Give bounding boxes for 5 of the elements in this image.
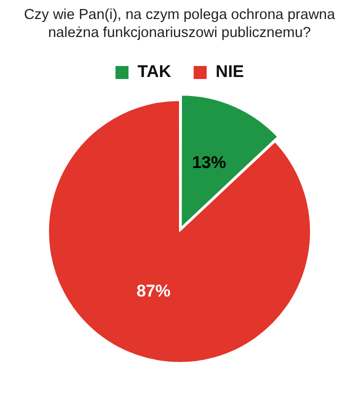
data-label: 87% (136, 281, 170, 300)
legend-label: TAK (137, 62, 172, 82)
data-label: 13% (192, 152, 226, 172)
legend-label: NIE (216, 62, 244, 82)
chart-title: Czy wie Pan(i), na czym polega ochrona prawna należna funkcjonariuszowi publicznemu? (24, 6, 336, 42)
